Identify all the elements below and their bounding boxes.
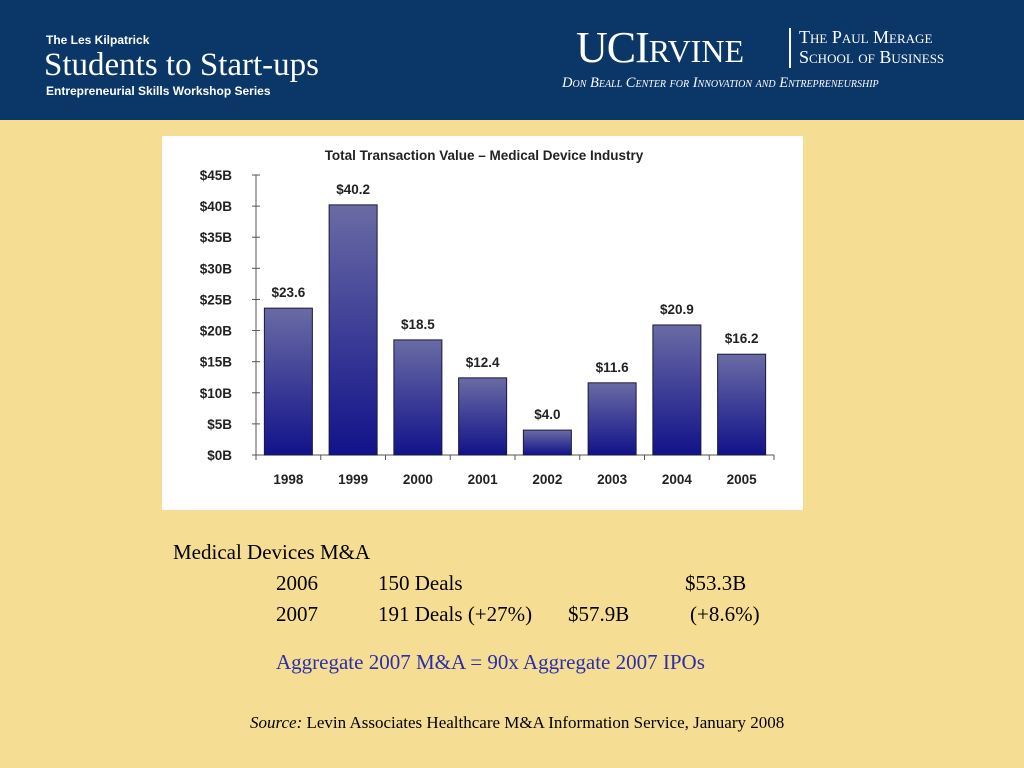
y-tick-label: $35B [200,230,233,245]
highlight-statement: Aggregate 2007 M&A = 90x Aggregate 2007 … [276,650,705,674]
y-tick-label: $15B [200,355,233,370]
data-label-2004: $20.9 [660,302,694,317]
x-tick-label-2003: 2003 [597,472,628,487]
series-top-line: The Les Kilpatrick [46,33,150,47]
row-2006-year: 2006 [276,571,318,595]
bar-layer: $23.6 1998 $40.2 1999 $18.5 2000 $12.4 2001 $4.0… [263,182,767,487]
y-tick-label: $25B [200,292,233,307]
series-title: Students to Start-ups [44,47,320,83]
data-label-2003: $11.6 [596,360,630,375]
bar-1999 [328,204,378,456]
row-2006-value: $53.3B [685,571,747,595]
data-label-2001: $12.4 [466,355,500,370]
x-tick-label-2002: 2002 [532,472,562,487]
bar-2002 [522,429,572,456]
y-tick-label: $20B [200,324,233,339]
y-tick-label: $5B [207,417,232,432]
y-tick-label: $45B [200,168,233,183]
y-tick-label: $0B [207,448,232,463]
uc-irvine-logo: UCIRVINE [576,26,744,73]
y-tick-label: $10B [200,386,233,401]
body-heading: Medical Devices M&A [173,540,371,564]
bar-1998 [263,307,313,456]
school-name: The Paul Merage School of Business [799,27,944,67]
x-tick-label-2005: 2005 [727,472,758,487]
source-label: Source: [250,713,303,732]
x-tick-label-2001: 2001 [468,472,499,487]
bar-2004 [652,324,702,456]
source-text: Levin Associates Healthcare M&A Informat… [306,713,785,732]
x-tick-label-2004: 2004 [662,472,693,487]
x-tick-label-2000: 2000 [403,472,433,487]
data-label-1998: $23.6 [271,285,305,300]
source-line: Source: Levin Associates Healthcare M&A … [250,713,784,733]
slide-header: The Les Kilpatrick Students to Start-ups… [0,0,1024,120]
bar-2003 [587,382,637,456]
row-2007-deals: 191 Deals (+27%) [378,602,533,626]
row-2007-value: $57.9B [568,602,630,626]
x-tick-label-1998: 1998 [273,472,304,487]
bar-2001 [458,377,508,456]
x-tick-label-1999: 1999 [338,472,368,487]
center-name: Don Beall Center for Innovation and Entr… [562,75,879,91]
axis-layer: $0B $5B $10B $15B $20B $25B $30B $35B $40B $45B [200,168,775,463]
school-name-line2: School of Business [799,47,945,67]
data-label-2005: $16.2 [725,331,759,346]
bar-2005 [717,353,767,456]
bar-chart: Total Transaction Value – Medical Device… [200,148,775,487]
data-label-2000: $18.5 [401,317,435,332]
series-subtitle: Entrepreneurial Skills Workshop Series [46,84,271,98]
data-label-1999: $40.2 [336,182,370,197]
logo-rvine-text: RVINE [648,33,744,69]
y-tick-label: $30B [200,261,233,276]
school-name-line1: The Paul Merage [799,27,933,47]
chart-panel: Total Transaction Value – Medical Device… [162,136,803,510]
y-tick-label: $40B [200,199,233,214]
chart-title: Total Transaction Value – Medical Device… [325,148,644,163]
row-2006-deals: 150 Deals [378,571,463,595]
logo-uci-text: UCI [576,23,650,72]
data-label-2002: $4.0 [534,407,560,422]
row-2007-year: 2007 [276,602,318,626]
row-2007-change: (+8.6%) [690,602,760,626]
bar-2000 [393,339,443,456]
logo-divider [789,28,791,68]
